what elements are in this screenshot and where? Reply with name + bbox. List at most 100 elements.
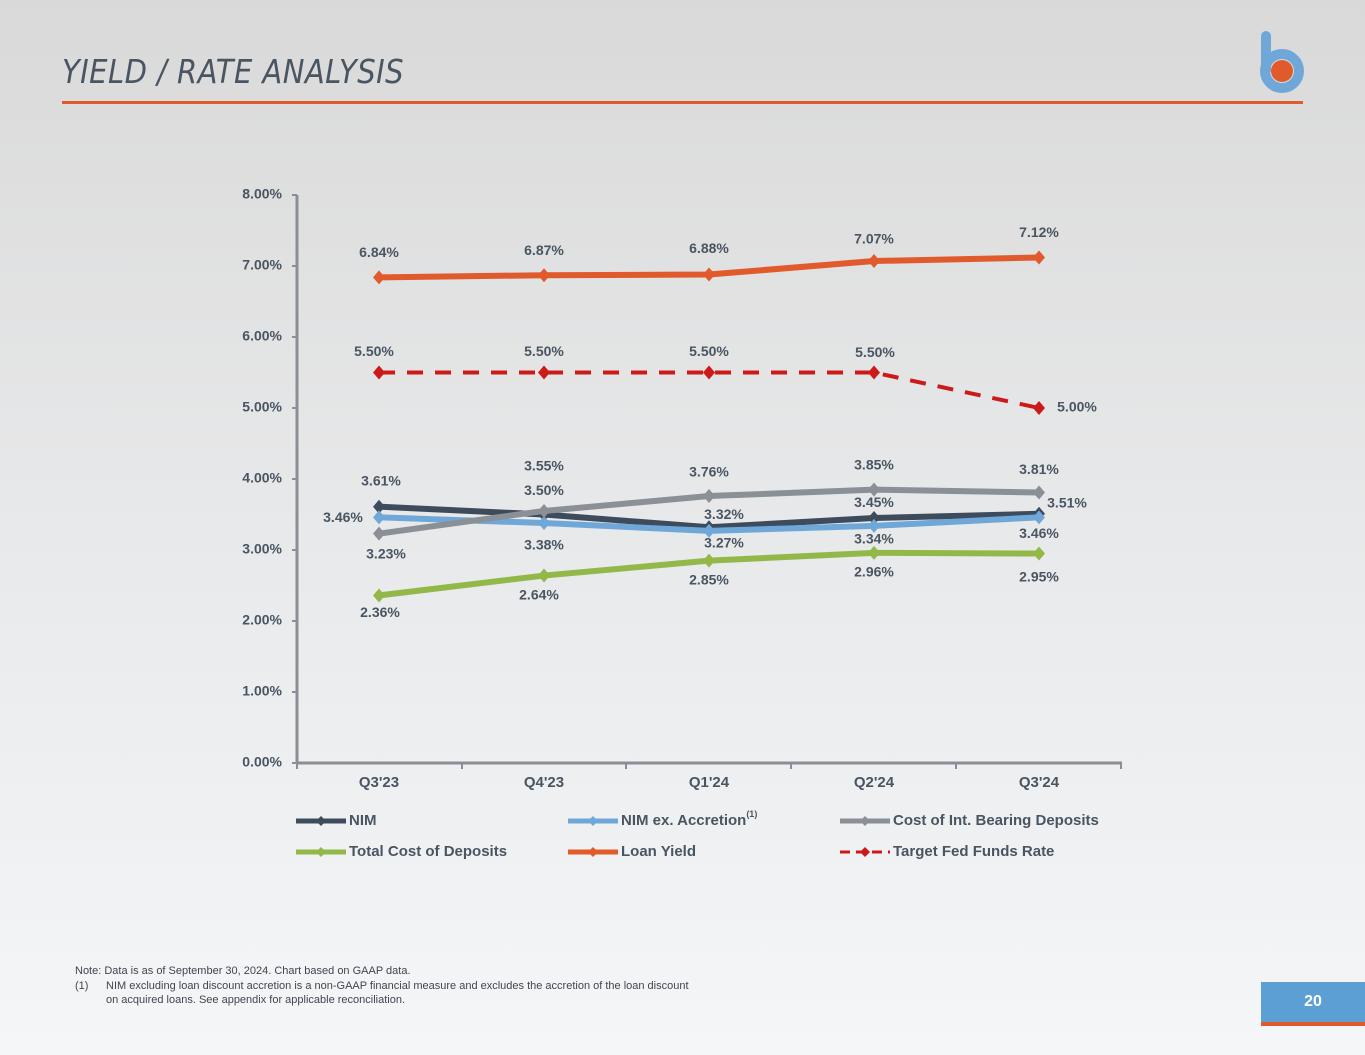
x-tick-label: Q4'23 bbox=[524, 774, 564, 791]
data-point-marker bbox=[703, 523, 715, 538]
data-point-marker bbox=[868, 365, 880, 380]
legend-item: Cost of Int. Bearing Deposits bbox=[840, 812, 1099, 829]
data-label: 5.00% bbox=[1057, 399, 1097, 415]
data-label: 5.50% bbox=[354, 343, 394, 359]
data-point-marker bbox=[373, 510, 385, 525]
legend-superscript: (1) bbox=[746, 809, 757, 819]
data-point-marker bbox=[373, 499, 385, 514]
series-loan-yield: 6.84% 6.87% 6.88% 7.07% 7.12% bbox=[359, 224, 1059, 285]
legend-item: NIM ex. Accretion(1) bbox=[568, 809, 757, 829]
page-number: 20 bbox=[1261, 982, 1365, 1022]
legend-label: Total Cost of Deposits bbox=[349, 843, 507, 860]
legend-label: Target Fed Funds Rate bbox=[893, 843, 1054, 860]
data-point-marker bbox=[703, 267, 715, 282]
data-label: 6.87% bbox=[524, 242, 564, 258]
data-label: 3.55% bbox=[524, 458, 564, 474]
data-label: 3.51% bbox=[1047, 494, 1087, 510]
y-tick-label: 4.00% bbox=[242, 470, 282, 486]
y-tick-label: 8.00% bbox=[242, 186, 282, 202]
data-label: 3.85% bbox=[854, 456, 894, 472]
data-label: 3.76% bbox=[689, 464, 729, 480]
title-divider bbox=[62, 101, 1303, 104]
data-label: 3.38% bbox=[524, 537, 564, 553]
data-label: 3.61% bbox=[361, 472, 401, 488]
data-label: 7.07% bbox=[854, 231, 894, 247]
data-label: 5.50% bbox=[855, 344, 895, 360]
legend-marker bbox=[860, 847, 870, 857]
data-label: 6.88% bbox=[689, 240, 729, 256]
data-point-marker bbox=[373, 588, 385, 603]
legend-marker bbox=[316, 847, 326, 857]
y-tick-label: 0.00% bbox=[242, 754, 282, 770]
data-label: 2.64% bbox=[519, 586, 559, 602]
x-tick-label: Q2'24 bbox=[854, 774, 895, 791]
data-point-marker bbox=[703, 553, 715, 568]
data-label: 3.32% bbox=[704, 506, 744, 522]
data-point-marker bbox=[1033, 510, 1045, 525]
legend-item: Total Cost of Deposits bbox=[296, 843, 507, 860]
data-label: 3.34% bbox=[854, 531, 894, 547]
data-label: 2.95% bbox=[1019, 568, 1059, 584]
data-label: 3.45% bbox=[854, 494, 894, 510]
data-label: 3.50% bbox=[524, 482, 564, 498]
data-point-marker bbox=[538, 365, 550, 380]
y-tick-label: 1.00% bbox=[242, 683, 282, 699]
legend-item: NIM bbox=[296, 812, 377, 829]
data-point-marker bbox=[868, 511, 880, 526]
legend-label: Cost of Int. Bearing Deposits bbox=[893, 812, 1099, 829]
legend-marker bbox=[588, 816, 598, 826]
data-label: 2.96% bbox=[854, 564, 894, 580]
data-point-marker bbox=[868, 545, 880, 560]
x-tick-label: Q3'23 bbox=[359, 774, 399, 791]
data-point-marker bbox=[373, 526, 385, 541]
data-label: 3.27% bbox=[704, 535, 744, 551]
y-tick-label: 6.00% bbox=[242, 328, 282, 344]
legend-item: Loan Yield bbox=[568, 843, 696, 860]
data-point-marker bbox=[703, 489, 715, 504]
series-cost-of-int-bearing-deposits: 3.23% 3.55% 3.76% 3.85% 3.81% bbox=[366, 456, 1059, 561]
footnote-text: NIM excluding loan discount accretion is… bbox=[106, 979, 689, 992]
data-point-marker bbox=[868, 518, 880, 533]
data-label: 3.46% bbox=[1019, 525, 1059, 541]
data-label: 3.23% bbox=[366, 545, 406, 561]
data-label: 5.50% bbox=[689, 343, 729, 359]
data-point-marker bbox=[538, 568, 550, 583]
company-logo bbox=[1260, 31, 1304, 93]
legend-marker bbox=[316, 816, 326, 826]
page-number-accent bbox=[1261, 1022, 1365, 1026]
data-label: 3.81% bbox=[1019, 461, 1059, 477]
data-point-marker bbox=[538, 268, 550, 283]
legend-item: Target Fed Funds Rate bbox=[840, 843, 1054, 860]
series-nim: 3.61% 3.50% 3.32% 3.45% 3.51% bbox=[361, 472, 1087, 535]
y-tick-label: 2.00% bbox=[242, 612, 282, 628]
legend-label: Loan Yield bbox=[621, 843, 696, 860]
data-point-marker bbox=[868, 254, 880, 269]
y-tick-label: 7.00% bbox=[242, 257, 282, 273]
legend-marker bbox=[860, 816, 870, 826]
data-point-marker bbox=[538, 503, 550, 518]
data-label: 3.46% bbox=[323, 509, 363, 525]
legend-label: NIM ex. Accretion(1) bbox=[621, 809, 757, 829]
series-total-cost-of-deposits: 2.36% 2.64% 2.85% 2.96% 2.95% bbox=[360, 545, 1059, 620]
note-text: Note: Data is as of September 30, 2024. … bbox=[75, 965, 411, 977]
data-label: 2.85% bbox=[689, 571, 729, 587]
data-point-marker bbox=[373, 365, 385, 380]
page-title: YIELD / RATE ANALYSIS bbox=[62, 52, 404, 91]
data-point-marker bbox=[868, 482, 880, 497]
legend-label: NIM bbox=[349, 812, 377, 829]
footnote-text-cont: on acquired loans. See appendix for appl… bbox=[106, 994, 406, 1006]
data-label: 6.84% bbox=[359, 244, 399, 260]
footnotes: Note: Data is as of September 30, 2024. … bbox=[75, 964, 689, 1008]
data-point-marker bbox=[1033, 250, 1045, 265]
footnote-marker: (1) bbox=[75, 979, 89, 992]
data-point-marker bbox=[1033, 401, 1045, 415]
y-tick-label: 5.00% bbox=[242, 399, 282, 415]
x-tick-label: Q3'24 bbox=[1019, 774, 1060, 791]
line-chart: 0.00% 1.00% 2.00% 3.00% 4.00% 5.00% 6.00% 7.00%… bbox=[242, 186, 1122, 860]
series-target-fed-funds-rate: 5.50% 5.50% 5.50% 5.50% 5.00% bbox=[354, 343, 1097, 415]
x-tick-label: Q1'24 bbox=[689, 774, 730, 791]
data-point-marker bbox=[1033, 485, 1045, 500]
data-point-marker bbox=[373, 270, 385, 285]
data-label: 7.12% bbox=[1019, 224, 1059, 240]
